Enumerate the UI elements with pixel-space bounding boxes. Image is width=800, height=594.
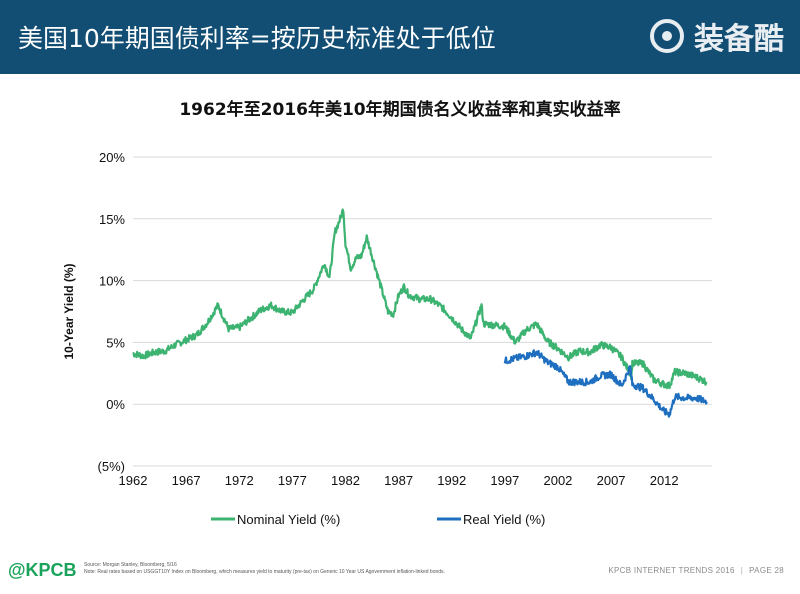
x-tick-label: 1992	[437, 473, 466, 488]
x-tick-label: 1977	[278, 473, 307, 488]
nominal-yield-line	[132, 208, 708, 390]
page-title: 美国10年期国债利率=按历史标准处于低位	[18, 24, 496, 53]
x-tick-label: 2007	[597, 473, 626, 488]
y-tick-label: (5%)	[98, 459, 125, 474]
x-tick-label: 1982	[331, 473, 360, 488]
x-tick-label: 1987	[384, 473, 413, 488]
footer-notes: Source: Morgan Stanley, Bloomberg, 5/16 …	[84, 562, 445, 576]
x-tick-label: 2002	[543, 473, 572, 488]
footer-page-info: KPCB INTERNET TRENDS 2016 | PAGE 28	[608, 566, 784, 575]
footer-logo: @KPCB	[8, 560, 77, 580]
x-tick-label: 1997	[490, 473, 519, 488]
legend-label-real: Real Yield (%)	[463, 512, 545, 527]
y-tick-label: 15%	[99, 212, 125, 227]
chart-title: 1962年至2016年美10年期国债名义收益率和真实收益率	[179, 100, 621, 120]
methodology-note: Note: Real rates based on USGGT10Y Index…	[84, 569, 445, 575]
report-name: KPCB INTERNET TRENDS 2016	[608, 566, 735, 575]
real-yield-line	[503, 349, 708, 418]
y-tick-label: 10%	[99, 274, 125, 289]
y-tick-label: 5%	[106, 335, 125, 350]
x-tick-label: 1962	[119, 473, 148, 488]
x-tick-label: 1967	[172, 473, 201, 488]
brand-icon	[648, 17, 686, 55]
y-tick-label: 20%	[99, 150, 125, 165]
legend-label-nominal: Nominal Yield (%)	[237, 512, 340, 527]
x-tick-label: 2012	[650, 473, 679, 488]
brand-logo: 装备酷	[648, 14, 784, 58]
x-tick-label: 1972	[225, 473, 254, 488]
y-axis-label: 10-Year Yield (%)	[62, 263, 76, 359]
source-note: Source: Morgan Stanley, Bloomberg, 5/16	[84, 562, 177, 568]
page-number: PAGE 28	[749, 566, 784, 575]
y-tick-label: 0%	[106, 397, 125, 412]
header-bar: 美国10年期国债利率=按历史标准处于低位 装备酷	[0, 0, 800, 74]
brand-name: 装备酷	[694, 22, 784, 57]
